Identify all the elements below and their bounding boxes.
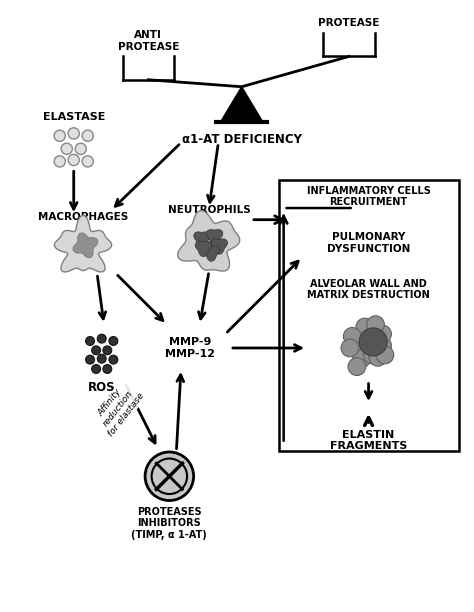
Text: ELASTIN
FRAGMENTS: ELASTIN FRAGMENTS xyxy=(330,430,407,451)
Text: MMP-9
MMP-12: MMP-9 MMP-12 xyxy=(165,337,215,359)
Circle shape xyxy=(103,346,112,355)
Circle shape xyxy=(91,365,100,373)
Circle shape xyxy=(356,318,374,336)
Text: PROTEASE: PROTEASE xyxy=(318,18,380,28)
Circle shape xyxy=(61,143,73,154)
Text: α1-AT DEFICIENCY: α1-AT DEFICIENCY xyxy=(182,133,301,146)
Polygon shape xyxy=(55,215,112,272)
Polygon shape xyxy=(178,211,240,271)
Text: MACROPHAGES: MACROPHAGES xyxy=(38,212,128,222)
Circle shape xyxy=(364,346,381,364)
Text: ROS: ROS xyxy=(88,381,116,394)
Circle shape xyxy=(343,327,361,345)
Polygon shape xyxy=(73,233,98,258)
Circle shape xyxy=(152,458,187,494)
Text: Affinity
reduction
for elastase: Affinity reduction for elastase xyxy=(90,379,146,439)
Circle shape xyxy=(109,337,118,345)
Text: NEUTROPHILS: NEUTROPHILS xyxy=(168,205,250,215)
Polygon shape xyxy=(194,232,210,247)
Circle shape xyxy=(82,130,93,141)
Circle shape xyxy=(86,355,94,364)
Polygon shape xyxy=(211,239,228,254)
Text: PROTEASES
INHIBITORS
(TIMP, α 1-AT): PROTEASES INHIBITORS (TIMP, α 1-AT) xyxy=(131,507,207,540)
Circle shape xyxy=(364,339,381,357)
Circle shape xyxy=(68,154,79,166)
Circle shape xyxy=(91,346,100,355)
Circle shape xyxy=(82,156,93,167)
Text: ANTI
PROTEASE: ANTI PROTEASE xyxy=(118,30,179,52)
Text: ALVEOLAR WALL AND
MATRIX DESTRUCTION: ALVEOLAR WALL AND MATRIX DESTRUCTION xyxy=(307,279,430,300)
Circle shape xyxy=(86,337,94,345)
Circle shape xyxy=(54,130,65,141)
Polygon shape xyxy=(207,230,223,245)
Circle shape xyxy=(54,156,65,167)
Circle shape xyxy=(369,348,387,366)
Circle shape xyxy=(361,327,378,345)
Circle shape xyxy=(374,325,392,343)
Circle shape xyxy=(109,355,118,364)
Circle shape xyxy=(353,350,370,368)
Polygon shape xyxy=(221,87,263,122)
Circle shape xyxy=(103,365,112,373)
Circle shape xyxy=(367,316,384,334)
Circle shape xyxy=(376,346,394,364)
Polygon shape xyxy=(203,246,219,261)
Text: PULMONARY
DYSFUNCTION: PULMONARY DYSFUNCTION xyxy=(327,232,410,254)
Circle shape xyxy=(97,354,106,363)
Circle shape xyxy=(68,128,79,139)
Text: ELASTASE: ELASTASE xyxy=(43,112,105,122)
Circle shape xyxy=(145,452,193,501)
Circle shape xyxy=(75,143,86,154)
Circle shape xyxy=(374,337,392,354)
Circle shape xyxy=(350,334,368,352)
Text: INFLAMMATORY CELLS
RECRUITMENT: INFLAMMATORY CELLS RECRUITMENT xyxy=(307,185,430,207)
Circle shape xyxy=(97,334,106,343)
Circle shape xyxy=(348,358,366,376)
Circle shape xyxy=(359,328,387,356)
Polygon shape xyxy=(195,241,211,256)
Circle shape xyxy=(341,339,359,357)
